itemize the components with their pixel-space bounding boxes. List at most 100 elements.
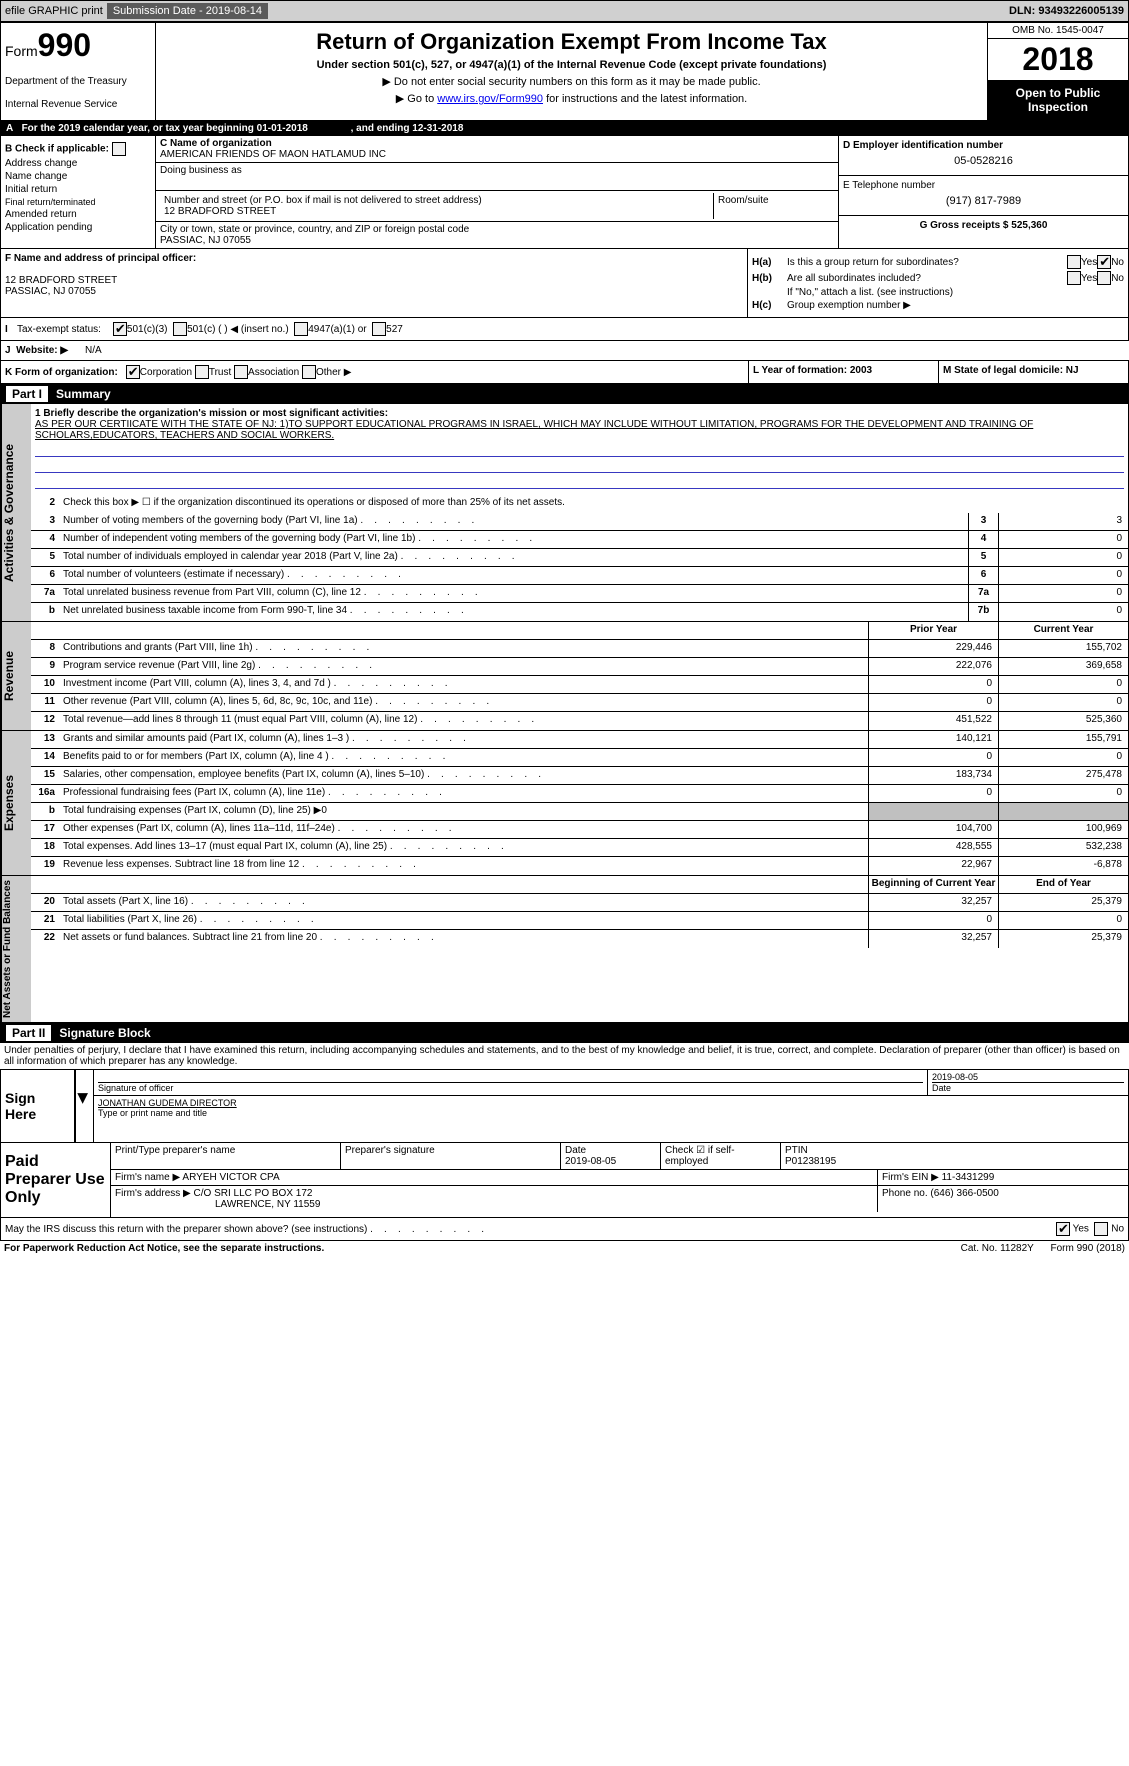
firm-name-lbl: Firm's name ▶ [115, 1172, 180, 1183]
d-ein: 05-0528216 [843, 151, 1124, 171]
f-addr2: PASSIAC, NJ 07055 [5, 286, 96, 297]
part2-title: Signature Block [59, 1026, 150, 1040]
k-opt-1: Trust [209, 367, 231, 378]
name-title-label: Type or print name and title [98, 1108, 207, 1118]
l-text: L Year of formation: 2003 [753, 365, 872, 376]
c-city-block: City or town, state or province, country… [156, 222, 838, 248]
phone: (646) 366-0500 [930, 1188, 998, 1199]
discuss-no[interactable] [1094, 1222, 1108, 1236]
c-street: 12 BRADFORD STREET [164, 206, 276, 217]
firm-ein-lbl: Firm's EIN ▶ [882, 1172, 939, 1183]
line-15: 15 Salaries, other compensation, employe… [31, 767, 1128, 785]
tab-exp: Expenses [1, 731, 31, 875]
k-opt-3: Other ▶ [316, 367, 351, 378]
line-10: 10 Investment income (Part VIII, column … [31, 676, 1128, 694]
line-3: 3 Number of voting members of the govern… [31, 513, 1128, 531]
open-to-public: Open to Public Inspection [988, 80, 1128, 120]
b-opt-0: Address change [5, 158, 151, 169]
part2-label: Part II [6, 1025, 51, 1041]
line-14: 14 Benefits paid to or for members (Part… [31, 749, 1128, 767]
d-label: D Employer identification number [843, 140, 1003, 151]
section-bcdeg: B Check if applicable: Address change Na… [0, 136, 1129, 249]
i-label: I [5, 324, 17, 335]
col-h: H(a) Is this a group return for subordin… [748, 249, 1128, 317]
k-cb-assoc[interactable] [234, 365, 248, 379]
line-7a: 7a Total unrelated business revenue from… [31, 585, 1128, 603]
g-gross: G Gross receipts $ 525,360 [839, 216, 1128, 235]
j-label: J [5, 345, 11, 356]
form-number: 990 [38, 27, 91, 63]
irs-label: Internal Revenue Service [5, 99, 151, 110]
c-room-label: Room/suite [714, 193, 834, 219]
part1-label: Part I [6, 386, 48, 402]
line-21: 21 Total liabilities (Part X, line 26) 0… [31, 912, 1128, 930]
sign-here-label: Sign Here [1, 1070, 76, 1142]
g-label: G Gross receipts $ 525,360 [920, 220, 1048, 231]
dln: DLN: 93493226005139 [1009, 5, 1124, 17]
line-16a: 16a Professional fundraising fees (Part … [31, 785, 1128, 803]
tab-na: Net Assets or Fund Balances [1, 876, 31, 1022]
tax-year: 2018 [988, 39, 1128, 80]
mission-line-1 [35, 443, 1124, 457]
title-block: Form990 Department of the Treasury Inter… [0, 22, 1129, 121]
hc-text: Group exemption number ▶ [787, 300, 911, 311]
c-dba-label: Doing business as [160, 165, 242, 176]
j-text: Website: ▶ [16, 345, 68, 356]
i-cb-527[interactable] [372, 322, 386, 336]
i-opt-1: 501(c) ( ) ◀ (insert no.) [187, 324, 289, 335]
k-cb-trust[interactable] [195, 365, 209, 379]
prep-check: Check ☑ if self-employed [661, 1143, 781, 1169]
form-word: Form [5, 43, 38, 59]
irs-link[interactable]: www.irs.gov/Form990 [437, 93, 543, 105]
line-19: 19 Revenue less expenses. Subtract line … [31, 857, 1128, 875]
ha-no[interactable] [1097, 255, 1111, 269]
row-i: I Tax-exempt status: 501(c)(3) 501(c) ( … [0, 318, 1129, 341]
title-center: Return of Organization Exempt From Incom… [156, 23, 988, 120]
line-20: 20 Total assets (Part X, line 16) 32,257… [31, 894, 1128, 912]
part1-title: Summary [56, 387, 111, 401]
line-18: 18 Total expenses. Add lines 13–17 (must… [31, 839, 1128, 857]
ha-label: H(a) [752, 257, 787, 268]
line-b: b Net unrelated business taxable income … [31, 603, 1128, 621]
sig-date-label: Date [932, 1082, 1124, 1093]
e-block: E Telephone number (917) 817-7989 [839, 176, 1128, 216]
c-city-label: City or town, state or province, country… [160, 224, 469, 235]
section-fh: F Name and address of principal officer:… [0, 249, 1129, 318]
cat-no: Cat. No. 11282Y [961, 1243, 1034, 1254]
efile-header: efile GRAPHIC print Submission Date - 20… [0, 0, 1129, 22]
c-city: PASSIAC, NJ 07055 [160, 235, 251, 246]
hb-no[interactable] [1097, 271, 1111, 285]
instr-1: ▶ Do not enter social security numbers o… [162, 75, 981, 88]
line-12: 12 Total revenue—add lines 8 through 11 … [31, 712, 1128, 730]
ha-yes[interactable] [1067, 255, 1081, 269]
firm-addr2: LAWRENCE, NY 11559 [215, 1199, 320, 1210]
k-cb-other[interactable] [302, 365, 316, 379]
hb-yes[interactable] [1067, 271, 1081, 285]
tab-ag: Activities & Governance [1, 404, 31, 621]
line-6: 6 Total number of volunteers (estimate i… [31, 567, 1128, 585]
c-dba-block: Doing business as [156, 163, 838, 191]
i-opt-2: 4947(a)(1) or [308, 324, 366, 335]
tab-rev: Revenue [1, 622, 31, 730]
discuss-yes[interactable] [1056, 1222, 1070, 1236]
c-name-block: C Name of organization AMERICAN FRIENDS … [156, 136, 838, 163]
current-year-hdr: Current Year [998, 622, 1128, 639]
k-opt-2: Association [248, 367, 299, 378]
b-opt-4: Amended return [5, 209, 151, 220]
line-17: 17 Other expenses (Part IX, column (A), … [31, 821, 1128, 839]
b-opt-1: Name change [5, 171, 151, 182]
k-cb-corp[interactable] [126, 365, 140, 379]
b-check-main[interactable] [112, 142, 126, 156]
i-cb-501c3[interactable] [113, 322, 127, 336]
pra-notice: For Paperwork Reduction Act Notice, see … [4, 1243, 324, 1254]
i-opt-3: 527 [386, 324, 403, 335]
i-cb-501c[interactable] [173, 322, 187, 336]
officer-name: JONATHAN GUDEMA DIRECTOR [98, 1098, 237, 1108]
col-de: D Employer identification number 05-0528… [838, 136, 1128, 248]
part1-header: Part I Summary [0, 384, 1129, 404]
ptin-hdr: PTIN [785, 1145, 808, 1156]
ha-text: Is this a group return for subordinates? [787, 257, 1067, 268]
c-name-label: C Name of organization [160, 138, 272, 149]
i-cb-4947[interactable] [294, 322, 308, 336]
mission-line-2 [35, 459, 1124, 473]
